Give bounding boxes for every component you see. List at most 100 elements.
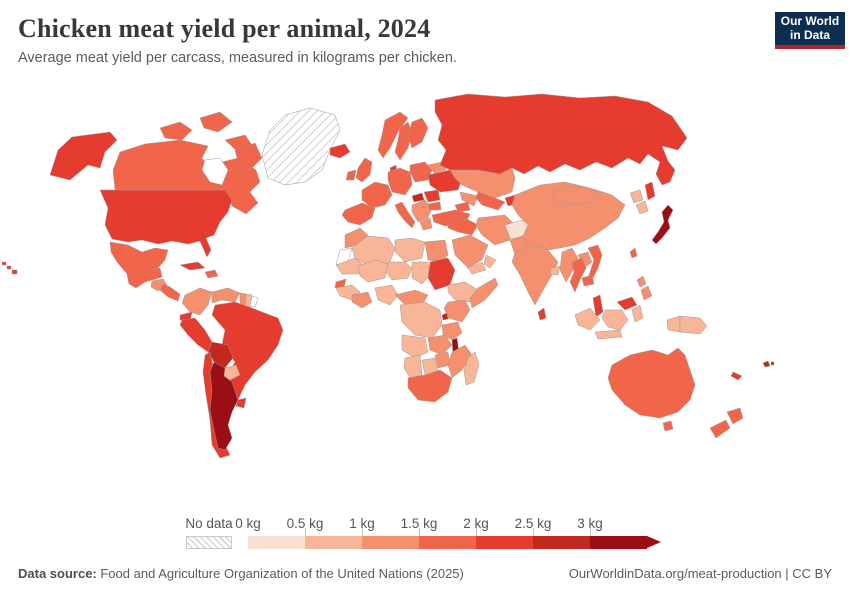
map-country-south-korea[interactable] — [635, 200, 649, 215]
map-country-new-caledonia[interactable] — [730, 371, 743, 381]
map-country-sri-lanka[interactable] — [537, 307, 547, 321]
map-country-tasmania[interactable] — [662, 420, 674, 432]
owid-logo[interactable]: Our World in Data — [775, 12, 845, 49]
map-country-baffin[interactable] — [234, 142, 263, 171]
map-country-mongolia[interactable] — [551, 185, 599, 206]
map-country-bangladesh[interactable] — [549, 265, 561, 276]
map-country-greece[interactable] — [419, 217, 433, 231]
map-country-kenya[interactable] — [443, 299, 471, 323]
map-country-yemen[interactable] — [467, 261, 487, 275]
map-country-fiji[interactable] — [762, 360, 775, 368]
map-country-zambia[interactable] — [427, 334, 453, 356]
map-country-libya[interactable] — [394, 237, 426, 263]
map-country-argentina[interactable] — [209, 361, 239, 451]
map-country-tanzania[interactable] — [441, 321, 463, 341]
map-country-taiwan[interactable] — [629, 247, 638, 259]
map-country-malaysia-peninsular[interactable] — [592, 294, 604, 318]
map-country-west-papua[interactable] — [666, 315, 681, 333]
legend-bin-1[interactable] — [305, 536, 362, 549]
map-country-france[interactable] — [361, 181, 393, 209]
map-country-india[interactable] — [511, 244, 559, 306]
map-country-germany[interactable] — [387, 167, 413, 196]
map-country-peru[interactable] — [179, 317, 213, 353]
map-country-canada-arctic-1[interactable] — [159, 121, 193, 141]
map-country-iraq[interactable] — [447, 217, 479, 236]
map-country-australia[interactable] — [607, 347, 696, 419]
map-country-ireland[interactable] — [345, 169, 357, 181]
map-country-greenland[interactable] — [261, 107, 341, 186]
map-country-turkmenistan[interactable] — [459, 191, 479, 207]
map-country-nigeria[interactable] — [374, 284, 399, 306]
map-country-colombia[interactable] — [181, 287, 213, 316]
map-country-png[interactable] — [679, 315, 708, 335]
map-country-cuba[interactable] — [179, 261, 206, 271]
map-country-cambodia[interactable] — [581, 274, 595, 287]
map-country-spain[interactable] — [341, 202, 376, 226]
map-country-venezuela[interactable] — [211, 287, 241, 304]
map-country-romania[interactable] — [423, 189, 441, 203]
map-country-italy[interactable] — [394, 201, 416, 229]
map-country-somalia[interactable] — [469, 277, 499, 309]
map-country-iceland[interactable] — [329, 143, 351, 159]
map-country-madagascar[interactable] — [463, 351, 480, 386]
map-country-japan[interactable] — [651, 204, 674, 245]
map-country-norway[interactable] — [377, 111, 409, 159]
legend-bin-2[interactable] — [362, 536, 419, 549]
map-country-iran[interactable] — [475, 214, 516, 246]
map-country-kazakhstan[interactable] — [449, 167, 516, 199]
map-country-sumatra[interactable] — [574, 307, 601, 331]
map-country-zimbabwe[interactable] — [434, 351, 451, 369]
map-country-hawaii[interactable] — [1, 261, 18, 275]
map-country-angola[interactable] — [401, 334, 429, 359]
map-country-namibia[interactable] — [403, 354, 423, 379]
legend-no-data-swatch[interactable] — [186, 536, 232, 549]
map-country-philippines-2[interactable] — [640, 285, 653, 301]
map-country-sakhalin[interactable] — [644, 181, 656, 201]
map-country-china[interactable] — [511, 181, 626, 251]
map-country-mali[interactable] — [357, 259, 389, 283]
map-country-hungary[interactable] — [411, 192, 425, 203]
map-country-thailand[interactable] — [569, 257, 587, 293]
legend-bin-5[interactable] — [533, 536, 590, 549]
map-country-algeria[interactable] — [351, 235, 396, 269]
map-country-ghana[interactable] — [351, 291, 373, 309]
map-country-uzbekistan[interactable] — [475, 191, 506, 211]
map-country-caucasus[interactable] — [454, 201, 471, 213]
legend-bin-3[interactable] — [419, 536, 476, 549]
map-country-java[interactable] — [594, 329, 623, 340]
map-country-drc[interactable] — [399, 301, 443, 339]
map-country-myanmar[interactable] — [559, 247, 579, 283]
map-country-malaysia-borneo[interactable] — [616, 296, 638, 311]
map-country-north-korea[interactable] — [629, 189, 644, 204]
map-country-hispaniola[interactable] — [204, 269, 219, 279]
map-country-canada-arctic-2[interactable] — [199, 111, 233, 133]
map-country-poland[interactable] — [409, 161, 433, 183]
map-country-alaska[interactable] — [49, 131, 118, 181]
owid-url-link[interactable]: OurWorldinData.org/meat-production | CC … — [568, 566, 832, 581]
legend-bin-0[interactable] — [248, 536, 305, 549]
map-country-central-america[interactable] — [159, 283, 181, 302]
map-country-south-africa[interactable] — [407, 369, 453, 403]
map-country-mexico[interactable] — [109, 241, 169, 289]
map-country-nz-north[interactable] — [726, 407, 744, 425]
legend-bin-6[interactable] — [590, 536, 647, 549]
map-country-sulawesi[interactable] — [631, 304, 644, 323]
map-country-balkans[interactable] — [411, 199, 433, 223]
map-country-niger[interactable] — [385, 261, 413, 281]
map-country-oman[interactable] — [483, 254, 497, 269]
map-country-french-guiana[interactable] — [249, 295, 259, 308]
legend-bin-4[interactable] — [476, 536, 533, 549]
map-country-uk[interactable] — [355, 157, 373, 183]
map-country-burundi[interactable] — [441, 312, 449, 321]
map-country-sweden[interactable] — [394, 121, 413, 161]
map-country-cameroon[interactable] — [394, 289, 429, 306]
map-country-uruguay[interactable] — [235, 397, 247, 409]
map-country-usa[interactable] — [99, 189, 233, 258]
map-country-bulgaria[interactable] — [427, 201, 442, 211]
map-country-nz-south[interactable] — [709, 419, 731, 439]
map-country-finland[interactable] — [407, 117, 429, 149]
map-country-borneo[interactable] — [601, 309, 629, 331]
map-country-saudi-arabia[interactable] — [451, 234, 489, 269]
map-country-philippines-1[interactable] — [636, 275, 647, 288]
map-country-chad[interactable] — [411, 261, 431, 285]
